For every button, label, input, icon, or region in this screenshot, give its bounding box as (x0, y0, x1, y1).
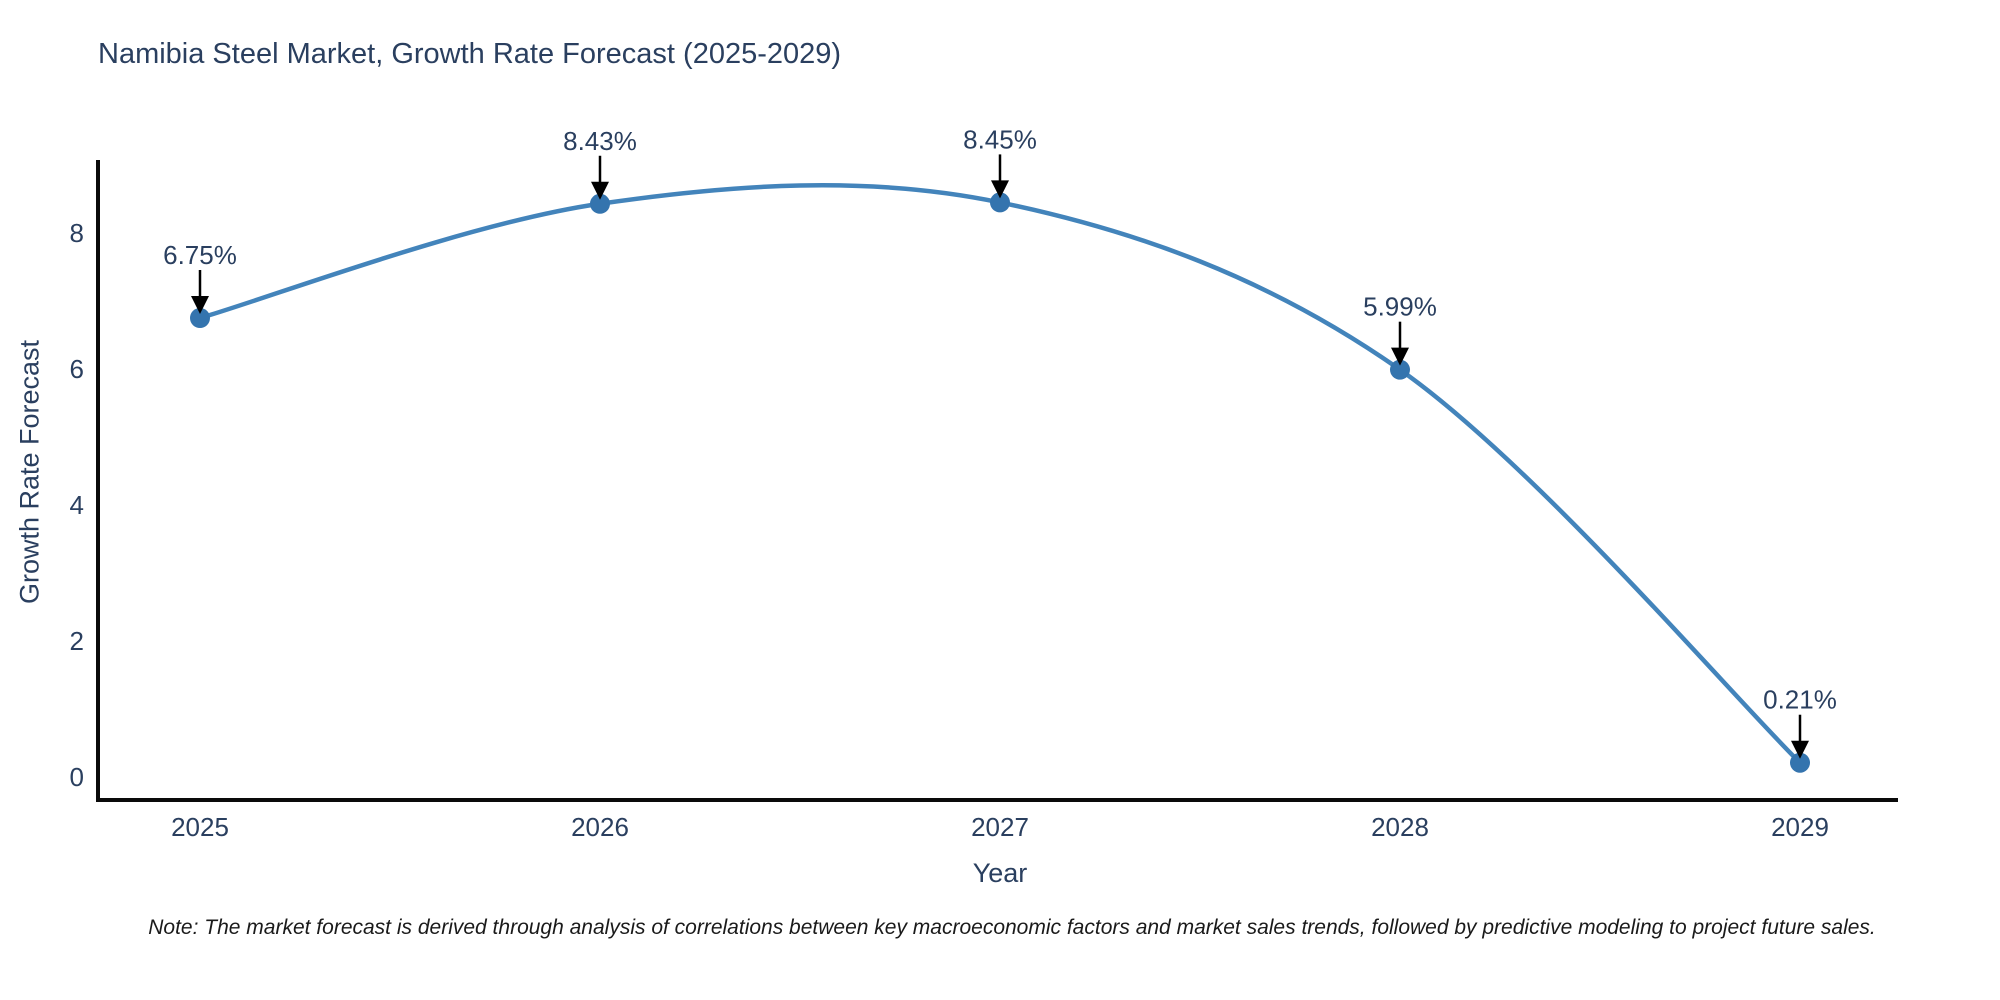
axis-lines (96, 160, 1898, 802)
data-point-marker (1390, 359, 1410, 380)
chart-title: Namibia Steel Market, Growth Rate Foreca… (98, 38, 842, 70)
x-tick-label: 2025 (171, 812, 229, 842)
data-point-marker (190, 308, 210, 328)
y-tick-label: 0 (70, 762, 84, 792)
annotation-label: 6.75% (163, 240, 237, 270)
annotation-label: 0.21% (1763, 685, 1837, 715)
annotation-arrowhead (1391, 347, 1409, 366)
footnote: Note: The market forecast is derived thr… (148, 916, 1876, 939)
annotation-label: 5.99% (1363, 292, 1437, 322)
annotation-arrowhead (1791, 740, 1809, 759)
annotation-arrowhead (191, 296, 209, 314)
x-tick-label: 2029 (1771, 812, 1829, 842)
annotation-arrowhead (991, 180, 1009, 199)
y-tick-label: 4 (70, 490, 84, 520)
x-tick-label: 2026 (571, 812, 629, 842)
annotation-label: 8.45% (963, 124, 1037, 154)
annotation-label: 8.43% (563, 126, 637, 156)
annotation-arrowhead (591, 181, 609, 200)
y-tick-label: 6 (70, 354, 84, 384)
data-point-marker (990, 192, 1010, 213)
data-point-marker (590, 193, 610, 214)
data-point-marker (1790, 752, 1810, 773)
y-tick-label: 2 (70, 626, 84, 656)
x-tick-label: 2027 (971, 812, 1029, 842)
x-tick-label: 2028 (1371, 812, 1429, 842)
y-tick-label: 8 (70, 218, 84, 248)
x-axis-title: Year (972, 858, 1028, 888)
trend-line (197, 183, 1803, 765)
